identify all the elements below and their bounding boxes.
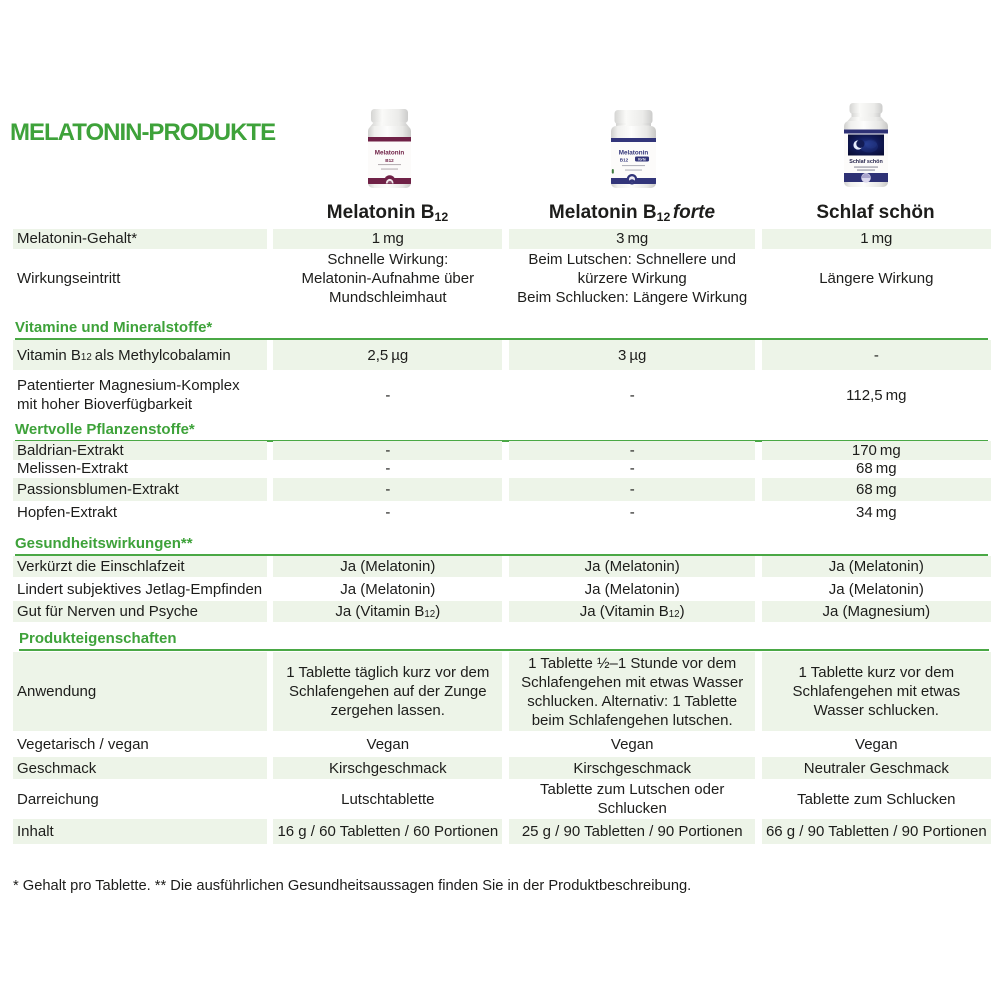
svg-text:forte: forte — [638, 158, 646, 162]
svg-text:Schlaf schön: Schlaf schön — [849, 159, 883, 165]
svg-text:Melatonin: Melatonin — [619, 150, 649, 157]
svg-text:B12: B12 — [385, 158, 394, 163]
svg-text:Melatonin: Melatonin — [375, 150, 405, 157]
svg-text:B12: B12 — [620, 158, 629, 163]
